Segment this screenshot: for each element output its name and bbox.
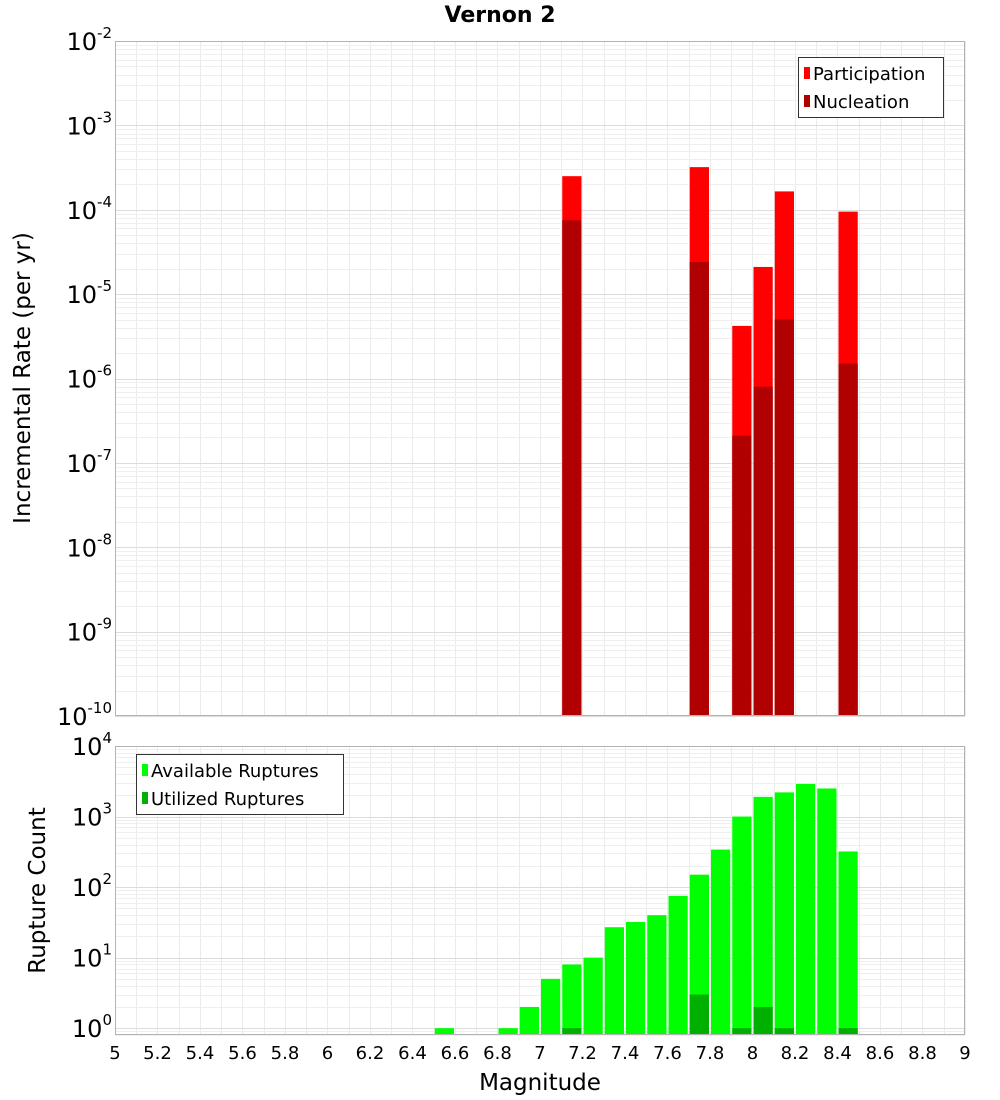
y-tick-label: 10-2 [66, 24, 112, 56]
legend-box [136, 754, 344, 815]
x-tick-label: 8.2 [781, 1043, 810, 1064]
bar [498, 1028, 518, 1035]
plot-frame [115, 41, 965, 716]
bar [541, 978, 561, 1035]
bar [817, 788, 837, 1035]
bar [689, 994, 709, 1035]
bar [774, 792, 794, 1035]
bar [774, 1028, 794, 1035]
y-tick-labels: 104 103 102 101 100 [72, 729, 112, 1043]
x-tick-label: 8.6 [866, 1043, 895, 1064]
x-tick-labels: 5 5.2 5.4 5.6 5.8 6 6.2 6.4 6.6 6.8 7 7.2 7.4 7.6 7.8 8… [109, 1043, 970, 1064]
bar [753, 796, 773, 1035]
bar [562, 964, 582, 1035]
bar [838, 363, 858, 716]
series-utilized-ruptures [562, 994, 858, 1035]
y-tick-label: 10-9 [66, 615, 112, 647]
bar [838, 851, 858, 1035]
x-tick-label: 6 [322, 1043, 333, 1064]
bar [604, 927, 624, 1035]
y-tick-label: 104 [72, 729, 112, 761]
bar [774, 319, 794, 716]
y-tick-label: 101 [72, 941, 112, 973]
bar [796, 783, 816, 1035]
y-tick-label: 100 [72, 1011, 112, 1043]
legend-label: Available Ruptures [151, 761, 319, 782]
bar [732, 435, 752, 716]
x-tick-label: 5.2 [143, 1043, 172, 1064]
legend-label: Nucleation [813, 92, 909, 113]
y-tick-label: 10-7 [66, 446, 112, 478]
bar [647, 915, 667, 1035]
x-tick-label: 5.6 [228, 1043, 257, 1064]
bar [562, 220, 582, 717]
bar [668, 895, 688, 1035]
bar [583, 957, 603, 1035]
legend-swatch [142, 764, 148, 776]
x-tick-label: 8.4 [823, 1043, 852, 1064]
y-tick-labels: 10-2 10-3 10-4 10-5 10-6 10-7 10-8 10-9 10-10 [57, 24, 112, 731]
x-axis-label: Magnitude [479, 1070, 601, 1096]
gridlines [115, 41, 966, 717]
bar [562, 1028, 582, 1035]
chart-title: Vernon 2 [445, 3, 556, 28]
x-tick-label: 5 [109, 1043, 120, 1064]
bar [519, 1006, 539, 1035]
x-tick-label: 6.8 [483, 1043, 512, 1064]
x-tick-label: 8.8 [908, 1043, 937, 1064]
legend-box [798, 57, 944, 118]
y-tick-label: 103 [72, 800, 112, 832]
y-tick-label: 10-5 [66, 277, 112, 309]
bar [626, 921, 646, 1035]
x-tick-label: 7.2 [568, 1043, 597, 1064]
y-tick-label: 10-4 [66, 193, 112, 225]
legend: Participation Nucleation [798, 57, 944, 118]
bar [711, 849, 731, 1035]
x-tick-label: 7.8 [696, 1043, 725, 1064]
x-tick-label: 7 [534, 1043, 545, 1064]
y-tick-label: 10-8 [66, 530, 112, 562]
series-nucleation [562, 220, 858, 717]
plot-frame [115, 746, 965, 1035]
bar [753, 386, 773, 716]
y-tick-label: 10-3 [66, 108, 112, 140]
y-tick-label: 102 [72, 870, 112, 902]
x-tick-label: 7.6 [653, 1043, 682, 1064]
x-tick-label: 7.4 [611, 1043, 640, 1064]
bar [732, 816, 752, 1035]
x-tick-label: 6.6 [441, 1043, 470, 1064]
x-tick-label: 6.4 [398, 1043, 427, 1064]
y-tick-label: 10-6 [66, 362, 112, 394]
legend-label: Utilized Ruptures [151, 789, 304, 810]
x-tick-label: 5.8 [271, 1043, 300, 1064]
bar [838, 1028, 858, 1035]
x-tick-label: 5.4 [186, 1043, 215, 1064]
legend-swatch [142, 792, 148, 804]
bar [689, 262, 709, 716]
x-tick-label: 9 [959, 1043, 970, 1064]
bar [434, 1028, 454, 1035]
y-axis-label: Rupture Count [25, 807, 51, 973]
legend-swatch [804, 95, 810, 107]
x-tick-label: 6.2 [356, 1043, 385, 1064]
y-axis-label: Incremental Rate (per yr) [10, 232, 36, 524]
bar [753, 1006, 773, 1035]
y-tick-label: 10-10 [57, 699, 112, 731]
legend-swatch [804, 67, 810, 79]
legend-label: Participation [813, 64, 925, 85]
x-tick-label: 8 [747, 1043, 758, 1064]
bar [732, 1028, 752, 1035]
legend: Available Ruptures Utilized Ruptures [136, 754, 344, 815]
